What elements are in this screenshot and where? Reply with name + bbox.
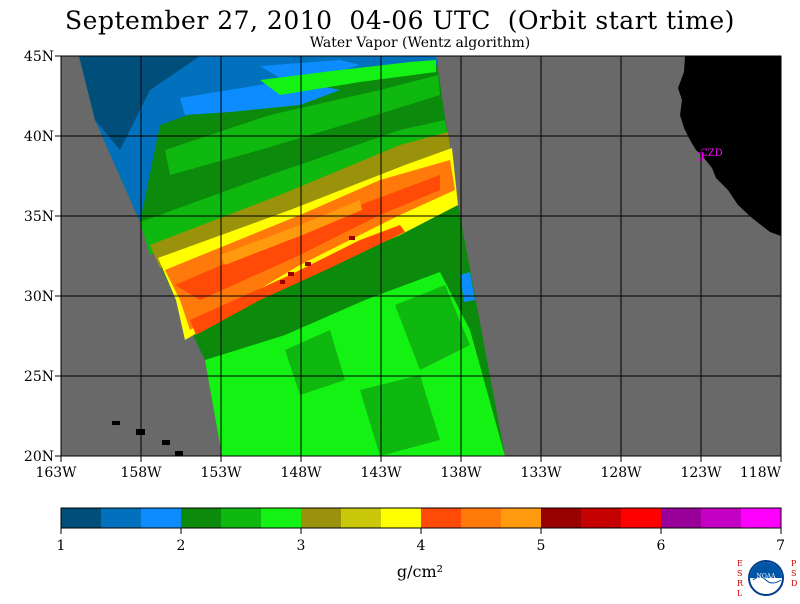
swath-patch-1 (285, 330, 345, 395)
lon-label: 143W (360, 465, 402, 481)
swath-patch-3 (360, 375, 440, 456)
colorbar-swatch (541, 508, 582, 528)
colorbar-tick-label: 3 (297, 538, 306, 554)
swath-dark-red-cell-2 (305, 262, 311, 266)
colorbar-swatch (261, 508, 302, 528)
lat-label: 20N (24, 449, 54, 465)
swath-red-orange-core-2 (190, 225, 405, 335)
czd-station-marker: CZD (697, 148, 723, 161)
colorbar-swatch (301, 508, 342, 528)
colorbar-swatch (341, 508, 382, 528)
colorbar-tick-label: 5 (537, 538, 546, 554)
lon-label: 148W (280, 465, 322, 481)
colorbar-tick-label: 1 (57, 538, 66, 554)
swath-dark-red-cell-3 (288, 272, 294, 276)
lat-label: 30N (24, 289, 54, 305)
map-subtitle: Water Vapor (Wentz algorithm) (309, 35, 531, 51)
colorbar-swatch (221, 508, 262, 528)
longitude-labels: 163W 158W 153W 148W 143W 138W 133W 128W 123W 118W (35, 456, 782, 481)
colorbar-swatch (661, 508, 702, 528)
swath-driest (79, 56, 200, 150)
swath-blue-edge-patch (460, 272, 475, 302)
map-frame (60, 55, 782, 457)
colorbar-swatch (421, 508, 462, 528)
north-america-land (678, 56, 781, 236)
lat-lon-grid (61, 56, 781, 456)
map-title: September 27, 2010 04-06 UTC (Orbit star… (65, 6, 735, 35)
colorbar-swatch (101, 508, 142, 528)
colorbar-tick-labels: 1 2 3 4 5 6 7 (57, 528, 785, 554)
colorbar-unit-label: g/cm² (396, 562, 444, 581)
colorbar-tick-label: 6 (657, 538, 666, 554)
swath-green-upper-2 (260, 60, 436, 95)
lat-label: 35N (24, 209, 54, 225)
colorbar-tick-label: 7 (776, 538, 785, 554)
colorbar-tick-label: 2 (177, 538, 186, 554)
colorbar-swatch (61, 508, 102, 528)
czd-station-label: CZD (700, 148, 723, 159)
noaa-logo-text: NOAA (757, 573, 777, 580)
colorbar-swatch (741, 508, 782, 528)
latitude-labels: 45N 40N 35N 30N 25N 20N (24, 49, 61, 465)
colorbar-swatch (581, 508, 622, 528)
colorbar (60, 507, 782, 529)
colorbar-swatch (701, 508, 742, 528)
lat-label: 25N (24, 369, 54, 385)
lon-label: 118W (740, 465, 782, 481)
lon-label: 163W (35, 465, 77, 481)
lon-label: 123W (680, 465, 722, 481)
swath-dark-red-cell-1 (349, 236, 355, 240)
swath-patch-2 (395, 285, 470, 370)
colorbar-swatch (141, 508, 182, 528)
satellite-swath (79, 56, 505, 456)
swath-dry-north (79, 56, 438, 222)
colorbar-swatch (381, 508, 422, 528)
lat-label: 45N (24, 49, 54, 65)
swath-dark-red-cell-4 (280, 280, 285, 284)
lon-label: 138W (440, 465, 482, 481)
swath-red-orange-core (175, 175, 440, 300)
lon-label: 153W (200, 465, 242, 481)
lon-label: 158W (120, 465, 162, 481)
lat-label: 40N (24, 129, 54, 145)
lon-label: 133W (520, 465, 562, 481)
swath-blue-band-2 (260, 60, 360, 78)
colorbar-tick-label: 4 (417, 538, 426, 554)
swath-green-upper (165, 75, 440, 175)
colorbar-swatch (181, 508, 222, 528)
colorbar-swatch (501, 508, 542, 528)
lon-label: 128W (600, 465, 642, 481)
colorbar-swatch (461, 508, 502, 528)
colorbar-swatch (621, 508, 662, 528)
